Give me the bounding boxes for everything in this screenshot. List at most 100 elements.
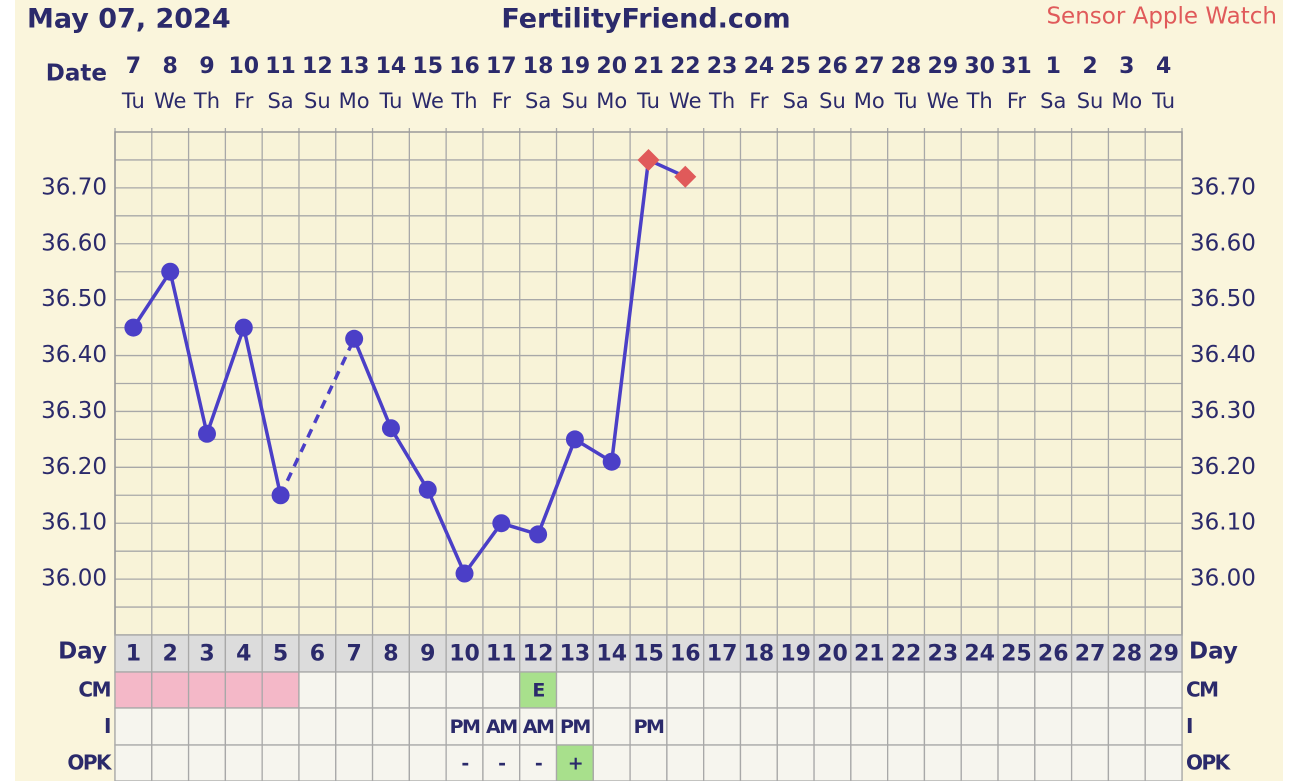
day-label: 21 [854,642,885,667]
y-tick-label: 36.70 [41,174,107,200]
day-label: 12 [523,642,554,667]
y-tick-label: 36.30 [41,398,107,424]
table-cell [923,707,962,746]
y2-tick-label: 36.50 [1190,286,1256,312]
temp-marker [197,424,216,443]
day-label: 7 [346,642,361,667]
temp-marker [381,419,400,438]
y2-tick-label: 36.70 [1190,174,1256,200]
table-cell [1107,707,1146,746]
table-cell [739,744,778,781]
table-cell [813,744,852,781]
table-cell [592,707,631,746]
row-label: I [104,714,110,738]
weekday-label: Fr [1007,89,1027,113]
date-label: 8 [163,54,178,79]
table-cell [371,744,410,781]
date-label: 1 [1046,54,1061,79]
table-cell [187,707,227,746]
date-label: 25 [780,54,811,79]
table-cell [224,744,263,781]
weekday-label: Tu [894,89,918,113]
day-cell [1034,634,1073,673]
day-label: 15 [633,642,664,667]
day-cell [335,634,374,673]
y-tick-label: 36.20 [41,454,107,480]
day-cell [555,634,594,673]
day-label: 8 [383,642,398,667]
table-cell [923,744,962,781]
table-cell [555,744,594,781]
y-tick-label: 36.10 [41,510,107,536]
cell-text: E [532,680,544,702]
table-cell [813,707,852,746]
weekday-label: Fr [234,89,254,113]
date-row-label: Date [46,61,107,87]
date-label: 31 [1001,54,1032,79]
table-cell [224,707,263,746]
weekday-label: Tu [378,89,402,113]
date-label: 29 [928,54,959,79]
table-cell [923,671,962,709]
weekday-label: Sa [783,89,809,113]
weekday-label: Tu [121,89,145,113]
day-cell [151,634,190,673]
cell-text: AM [486,716,517,738]
table-cell [298,707,337,746]
temp-marker [345,329,364,348]
table-cell [629,671,668,709]
weekday-label: Mo [854,89,885,113]
cell-text: PM [450,716,480,738]
table-cell [703,671,742,709]
day-cell [114,634,153,673]
table-cell [666,671,705,709]
table-cell [151,671,190,709]
date-label: 21 [633,54,664,79]
weekday-label: Su [819,89,846,113]
table-cell [960,671,999,709]
row-label: CM [78,678,110,702]
day-label: 18 [744,642,775,667]
weekday-label: Mo [1111,89,1142,113]
table-cell [850,671,889,709]
day-row-label-right: Day [1189,639,1238,665]
weekday-label: We [669,89,701,113]
day-label: 27 [1075,642,1106,667]
temp-marker [565,430,584,449]
table-cell [1107,671,1146,709]
date-label: 10 [228,54,259,79]
weekday-label: Th [966,89,993,113]
table-cell [739,671,778,709]
temp-marker [271,486,290,505]
date-label: 30 [964,54,995,79]
date-label: 27 [854,54,885,79]
sensor-marker [674,165,697,188]
table-cell [1144,707,1183,746]
table-cell [298,671,337,709]
day-row-label: Day [58,639,107,665]
day-label: 1 [126,642,141,667]
table-cell [408,671,447,709]
table-cell [1144,744,1183,781]
day-cell [776,634,815,673]
table-cell [960,707,999,746]
table-cell [666,707,705,746]
day-label: 16 [670,642,701,667]
date-label: 26 [817,54,848,79]
temp-marker [529,525,548,544]
table-cell [1107,744,1146,781]
table-cell [776,707,815,746]
row-label-right: CM [1186,678,1218,702]
weekday-label: Th [450,89,477,113]
weekday-label: We [927,89,959,113]
weekday-label: Sa [267,89,293,113]
table-cell [703,744,742,781]
table-cell [592,671,631,709]
table-cell [187,744,227,781]
temp-marker [234,318,253,337]
date-label: 2 [1082,54,1097,79]
day-label: 28 [1111,642,1142,667]
date-label: 15 [412,54,443,79]
y2-tick-label: 36.40 [1190,342,1256,368]
